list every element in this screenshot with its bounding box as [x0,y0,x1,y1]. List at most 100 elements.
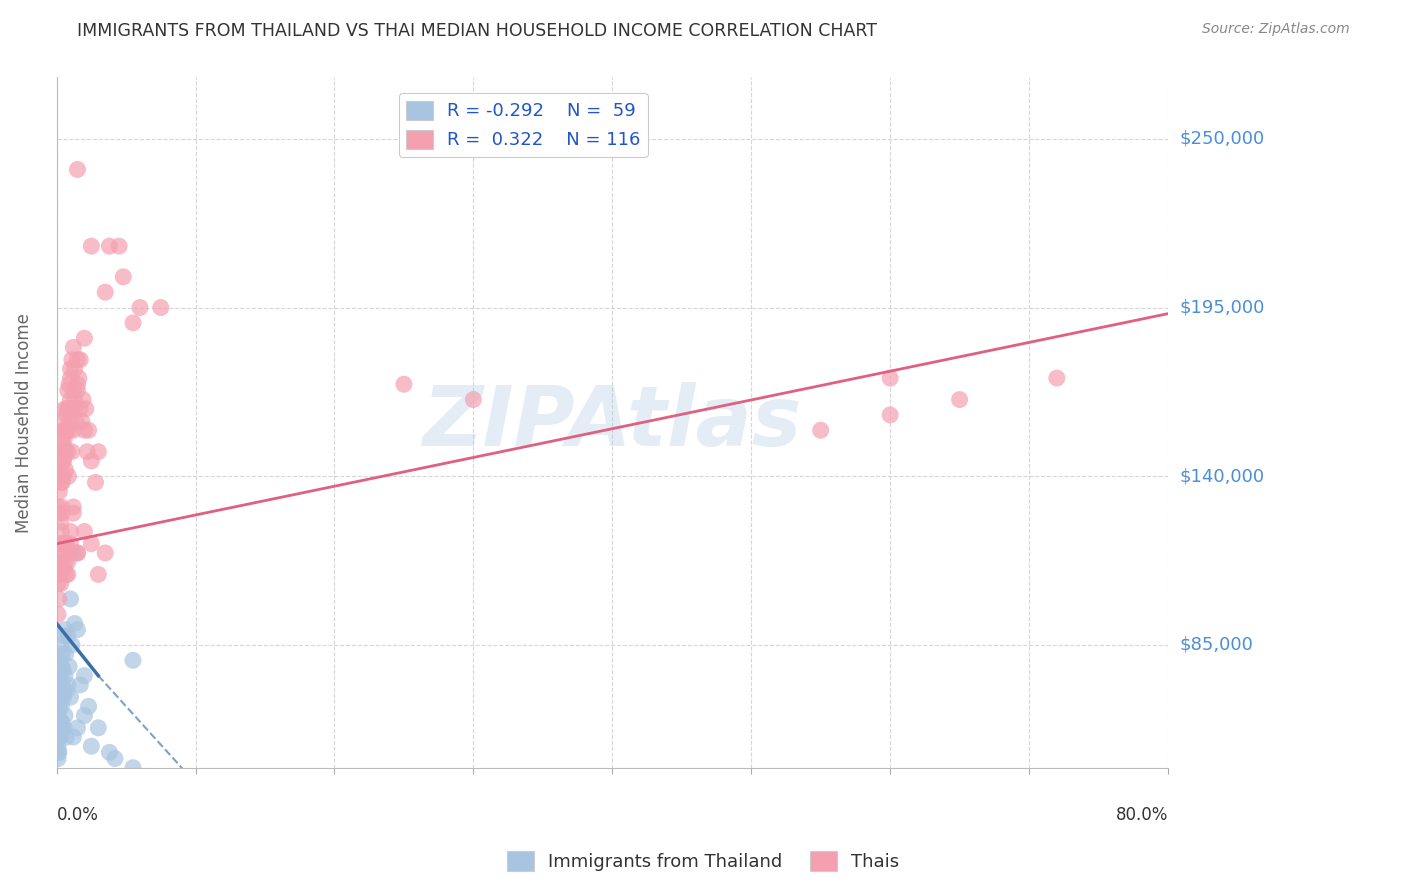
Point [46,739,69,754]
Point [69,352,91,367]
Legend: R = -0.292    N =  59, R =  0.322    N = 116: R = -0.292 N = 59, R = 0.322 N = 116 [399,94,648,157]
Point [62,384,84,398]
Point [53,401,76,416]
Point [56,384,79,398]
Point [53,668,76,682]
Point [51,469,73,483]
Point [104,751,127,765]
Point [51,678,73,692]
Point [948,392,970,407]
Point [56,629,79,643]
Point [49,714,72,729]
Point [72,392,94,407]
Point [49,567,72,582]
Point [52,629,75,643]
Point [46,730,69,744]
Text: 0.0%: 0.0% [56,805,98,823]
Point [51,546,73,560]
Point [53,537,76,551]
Point [48,699,70,714]
Point [48,567,70,582]
Point [59,537,82,551]
Text: IMMIGRANTS FROM THAILAND VS THAI MEDIAN HOUSEHOLD INCOME CORRELATION CHART: IMMIGRANTS FROM THAILAND VS THAI MEDIAN … [77,22,877,40]
Point [62,506,84,520]
Point [49,516,72,530]
Point [52,663,75,677]
Point [46,751,69,765]
Point [122,653,145,667]
Point [62,500,84,514]
Point [55,537,77,551]
Point [51,647,73,661]
Point [63,616,86,631]
Point [51,506,73,520]
Point [55,730,77,744]
Point [63,401,86,416]
Point [52,537,75,551]
Point [56,678,79,692]
Point [879,408,901,422]
Text: Source: ZipAtlas.com: Source: ZipAtlas.com [1202,22,1350,37]
Point [73,524,96,539]
Point [59,591,82,606]
Point [73,668,96,682]
Point [46,684,69,698]
Point [66,546,89,560]
Point [59,524,82,539]
Point [48,469,70,483]
Point [52,684,75,698]
Point [48,678,70,692]
Point [66,162,89,177]
Point [56,401,79,416]
Point [122,761,145,775]
Point [49,690,72,705]
Point [59,371,82,385]
Point [52,690,75,705]
Point [129,301,152,315]
Point [463,392,485,407]
Point [73,423,96,437]
Point [80,537,103,551]
Point [52,414,75,428]
Point [51,699,73,714]
Point [52,439,75,453]
Point [51,444,73,458]
Point [48,699,70,714]
Point [1046,371,1069,385]
Point [63,362,86,376]
Point [51,721,73,735]
Point [66,352,89,367]
Point [56,567,79,582]
Point [49,690,72,705]
Point [59,414,82,428]
Point [48,484,70,499]
Point [46,576,69,591]
Point [77,423,100,437]
Point [60,444,83,458]
Point [48,591,70,606]
Point [53,423,76,437]
Point [63,392,86,407]
Point [48,721,70,735]
Point [53,721,76,735]
Point [60,401,83,416]
Text: $85,000: $85,000 [1180,636,1253,654]
Point [77,699,100,714]
Point [62,546,84,560]
Text: ZIPAtlas: ZIPAtlas [423,382,801,463]
Point [49,555,72,569]
Point [48,730,70,744]
Point [49,638,72,652]
Point [51,659,73,673]
Point [52,454,75,468]
Point [73,331,96,345]
Point [73,708,96,723]
Point [53,708,76,723]
Point [66,721,89,735]
Point [87,567,110,582]
Point [392,377,415,392]
Point [56,423,79,437]
Point [59,690,82,705]
Point [53,555,76,569]
Point [49,576,72,591]
